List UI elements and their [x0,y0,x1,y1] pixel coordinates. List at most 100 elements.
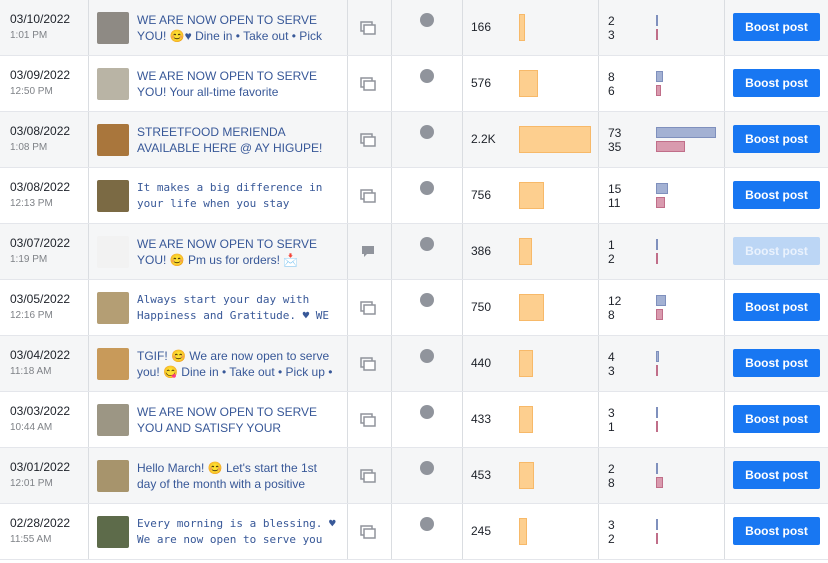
column-divider [724,56,725,111]
post-time: 1:01 PM [10,30,48,41]
column-divider [462,504,463,559]
globe-icon [420,405,434,419]
table-row[interactable]: 03/08/2022 1:08 PM STREETFOOD MERIENDA AVA… [0,112,828,168]
table-row[interactable]: 03/10/2022 1:01 PM WE ARE NOW OPEN TO SERV… [0,0,828,56]
post-time: 12:50 PM [10,86,53,97]
reach-value: 166 [471,20,492,34]
reach-value: 386 [471,244,492,258]
engagement-bar [656,295,666,306]
table-row[interactable]: 03/09/2022 12:50 PM WE ARE NOW OPEN TO SER… [0,56,828,112]
table-row[interactable]: 03/04/2022 11:18 AM TGIF! 😊 We are now ope… [0,336,828,392]
post-time: 1:19 PM [10,254,48,265]
reach-value: 750 [471,300,492,314]
reach-bar [519,462,534,489]
table-row[interactable]: 03/05/2022 12:16 PM Always start your day … [0,280,828,336]
engagement-bar [656,519,658,530]
table-row[interactable]: 03/08/2022 12:13 PM It makes a big differe… [0,168,828,224]
column-divider [88,280,89,335]
post-title-link[interactable]: WE ARE NOW OPEN TO SERVE YOU! 😊 Pm us fo… [137,237,318,267]
post-thumbnail[interactable] [97,404,129,436]
column-divider [724,224,725,279]
column-divider [598,168,599,223]
engagement-value: 73 [608,126,622,140]
post-time: 11:55 AM [10,534,52,545]
globe-icon [420,349,434,363]
post-title-link[interactable]: WE ARE NOW OPEN TO SERVE YOU AND SATISFY… [137,405,318,435]
reach-value: 576 [471,76,492,90]
engagement-bar [656,183,668,194]
post-date: 03/09/2022 [10,68,71,82]
boost-post-button[interactable]: Boost post [733,181,820,209]
boost-post-button[interactable]: Boost post [733,349,820,377]
engagement-bar [656,239,658,250]
boost-post-button[interactable]: Boost post [733,237,820,265]
post-thumbnail[interactable] [97,124,129,156]
column-divider [598,224,599,279]
column-divider [88,56,89,111]
engagement-secondary-value: 11 [608,196,621,210]
post-title-link[interactable]: WE ARE NOW OPEN TO SERVE YOU! Your all-t… [137,69,318,99]
boost-post-button[interactable]: Boost post [733,517,820,545]
post-thumbnail[interactable] [97,460,129,492]
table-row[interactable]: 03/07/2022 1:19 PM WE ARE NOW OPEN TO SERV… [0,224,828,280]
column-divider [391,392,392,447]
column-divider [598,392,599,447]
column-divider [724,336,725,391]
post-title-link[interactable]: Always start your day with Happiness and… [137,293,330,322]
boost-post-button[interactable]: Boost post [733,461,820,489]
table-row[interactable]: 03/03/2022 10:44 AM WE ARE NOW OPEN TO SER… [0,392,828,448]
post-date: 03/08/2022 [10,180,71,194]
column-divider [347,336,348,391]
boost-post-button[interactable]: Boost post [733,125,820,153]
column-divider [347,504,348,559]
table-row[interactable]: 03/01/2022 12:01 PM Hello March! 😊 Let's s… [0,448,828,504]
post-thumbnail[interactable] [97,348,129,380]
post-title-link[interactable]: STREETFOOD MERIENDA AVAILABLE HERE @ AY … [137,125,323,155]
boost-post-button[interactable]: Boost post [733,405,820,433]
engagement-bar [656,71,663,82]
post-date: 03/04/2022 [10,348,71,362]
engagement-secondary-bar [656,29,658,40]
post-thumbnail[interactable] [97,68,129,100]
column-divider [462,448,463,503]
column-divider [462,168,463,223]
engagement-bar [656,351,659,362]
boost-post-button[interactable]: Boost post [733,293,820,321]
post-thumbnail[interactable] [97,516,129,548]
post-title-link[interactable]: TGIF! 😊 We are now open to serve you! 😋 … [137,349,333,379]
engagement-value: 8 [608,70,615,84]
post-time: 12:01 PM [10,478,53,489]
engagement-value: 4 [608,350,615,364]
boost-post-button[interactable]: Boost post [733,13,820,41]
post-time: 12:16 PM [10,310,53,321]
post-title-link[interactable]: WE ARE NOW OPEN TO SERVE YOU! 😊♥ Dine in… [137,13,322,43]
reach-bar [519,14,525,41]
status-icon [360,245,376,259]
engagement-secondary-value: 1 [608,420,615,434]
reach-bar [519,70,538,97]
engagement-value: 15 [608,182,622,196]
album-icon [360,413,376,427]
column-divider [462,56,463,111]
post-title-link[interactable]: Hello March! 😊 Let's start the 1st day o… [137,461,317,491]
post-title-link[interactable]: Every morning is a blessing. ♥ We are no… [137,517,336,546]
column-divider [724,392,725,447]
globe-icon [420,181,434,195]
post-thumbnail[interactable] [97,236,129,268]
engagement-value: 12 [608,294,622,308]
engagement-secondary-bar [656,253,658,264]
engagement-value: 2 [608,14,615,28]
engagement-value: 2 [608,462,615,476]
post-title-link[interactable]: It makes a big difference in your life w… [137,181,323,210]
column-divider [391,56,392,111]
column-divider [462,224,463,279]
post-thumbnail[interactable] [97,12,129,44]
column-divider [391,448,392,503]
post-thumbnail[interactable] [97,292,129,324]
globe-icon [420,125,434,139]
boost-post-button[interactable]: Boost post [733,69,820,97]
album-icon [360,133,376,147]
table-row[interactable]: 02/28/2022 11:55 AM Every morning is a ble… [0,504,828,560]
column-divider [724,448,725,503]
post-thumbnail[interactable] [97,180,129,212]
